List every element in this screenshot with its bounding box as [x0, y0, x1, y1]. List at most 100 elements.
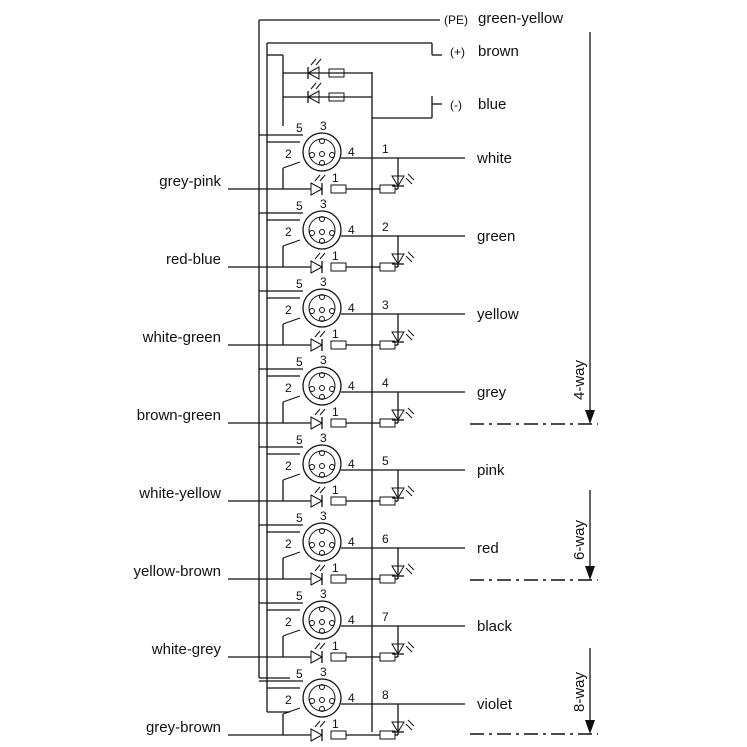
signal-led: [372, 314, 415, 350]
m12-connector: [302, 600, 342, 640]
signal-led: [372, 236, 415, 272]
m12-connector: [302, 678, 342, 718]
variant-label-4way: 4-way: [571, 359, 588, 400]
pin-label: 3: [320, 431, 327, 445]
channel-number: 4: [382, 376, 389, 390]
signal-wire-color: grey: [477, 384, 507, 401]
pin-label: 1: [332, 249, 339, 263]
variant-label-8way: 8-way: [571, 671, 588, 712]
pe-wire-color: green-yellow: [478, 10, 563, 27]
pin-label: 4: [348, 691, 355, 705]
variant-markers: 4-way 6-way 8-way: [470, 32, 598, 735]
pin-label: 3: [320, 665, 327, 679]
channel-number: 3: [382, 298, 389, 312]
signal-wire-color: red: [477, 540, 499, 557]
pin-label: 4: [348, 223, 355, 237]
signal-led: [372, 548, 415, 584]
channel-number: 6: [382, 532, 389, 546]
pin-label: 2: [285, 147, 292, 161]
signal-led: [372, 470, 415, 506]
pin-label: 5: [296, 199, 303, 213]
pin-label: 2: [285, 381, 292, 395]
m12-connector: [302, 288, 342, 328]
pin-label: 4: [348, 145, 355, 159]
channel-number: 8: [382, 688, 389, 702]
pin-label: 3: [320, 353, 327, 367]
signal-led: [372, 704, 415, 740]
pin-label: 2: [285, 615, 292, 629]
pin-label: 2: [285, 459, 292, 473]
signal-led: [372, 626, 415, 662]
plus-symbol: (+): [450, 45, 465, 59]
pin-label: 1: [332, 717, 339, 731]
status-led: [283, 174, 372, 196]
pin-label: 1: [332, 405, 339, 419]
channel-1: 1 2 3 4 5 1 white grey-pink: [159, 119, 512, 196]
pe-symbol: (PE): [444, 13, 468, 27]
channel-number: 7: [382, 610, 389, 624]
pin-label: 2: [285, 693, 292, 707]
pin-label: 3: [320, 275, 327, 289]
signal-wire-color: white: [476, 150, 512, 167]
pin-label: 4: [348, 535, 355, 549]
pin-label: 3: [320, 197, 327, 211]
pin-label: 4: [348, 379, 355, 393]
channel-4: 1 2 3 4 5 4 grey brown-green: [137, 353, 507, 430]
status-led: [283, 252, 372, 274]
pin-label: 1: [332, 639, 339, 653]
pin-label: 2: [285, 303, 292, 317]
minus-symbol: (-): [450, 98, 462, 112]
status-led: [283, 564, 372, 586]
channel-8: 1 2 3 4 5 8 violet grey-brown: [146, 665, 513, 742]
signal-led: [372, 158, 415, 194]
variant-label-6way: 6-way: [571, 519, 588, 560]
channel-6: 1 2 3 4 5 6 red yellow-brown: [133, 509, 499, 586]
pin-label: 5: [296, 121, 303, 135]
pin-label: 1: [332, 171, 339, 185]
channel-number: 5: [382, 454, 389, 468]
pin-label: 3: [320, 587, 327, 601]
signal-wire-color: pink: [477, 462, 505, 479]
return-wire-color: grey-pink: [159, 173, 221, 190]
pin-label: 3: [320, 119, 327, 133]
m12-connector: [302, 366, 342, 406]
pin-label: 5: [296, 277, 303, 291]
status-led: [283, 720, 372, 742]
minus-wire-color: blue: [478, 96, 506, 113]
pin-label: 2: [285, 225, 292, 239]
pin-label: 5: [296, 667, 303, 681]
signal-wire-color: violet: [477, 696, 513, 713]
signal-led: [372, 392, 415, 428]
supply-led-2: [306, 82, 345, 104]
pin-label: 4: [348, 457, 355, 471]
channel-number: 2: [382, 220, 389, 234]
signal-wire-color: green: [477, 228, 515, 245]
pin-label: 1: [332, 561, 339, 575]
channel-number: 1: [382, 142, 389, 156]
pin-label: 5: [296, 511, 303, 525]
supply-labels: (PE) green-yellow (+) brown (-) blue: [306, 10, 563, 113]
return-wire-color: yellow-brown: [133, 563, 221, 580]
channel-list: 123451whitegrey-pink123452greenred-blue1…: [133, 119, 519, 742]
return-wire-color: white-yellow: [138, 485, 221, 502]
pin-label: 3: [320, 509, 327, 523]
return-wire-color: red-blue: [166, 251, 221, 268]
pin-label: 1: [332, 483, 339, 497]
m12-connector: [302, 132, 342, 172]
pin-label: 5: [296, 433, 303, 447]
m12-connector: [302, 522, 342, 562]
return-wire-color: grey-brown: [146, 719, 221, 736]
signal-wire-color: yellow: [477, 306, 519, 323]
backbone: [258, 19, 442, 732]
channel-5: 1 2 3 4 5 5 pink white-yellow: [138, 431, 505, 508]
m12-connector: [302, 210, 342, 250]
status-led: [283, 330, 372, 352]
pin-label: 5: [296, 589, 303, 603]
plus-wire-color: brown: [478, 43, 519, 60]
pin-label: 4: [348, 301, 355, 315]
signal-wire-color: black: [477, 618, 513, 635]
return-wire-color: brown-green: [137, 407, 221, 424]
supply-led-1: [306, 58, 345, 80]
m12-connector: [302, 444, 342, 484]
